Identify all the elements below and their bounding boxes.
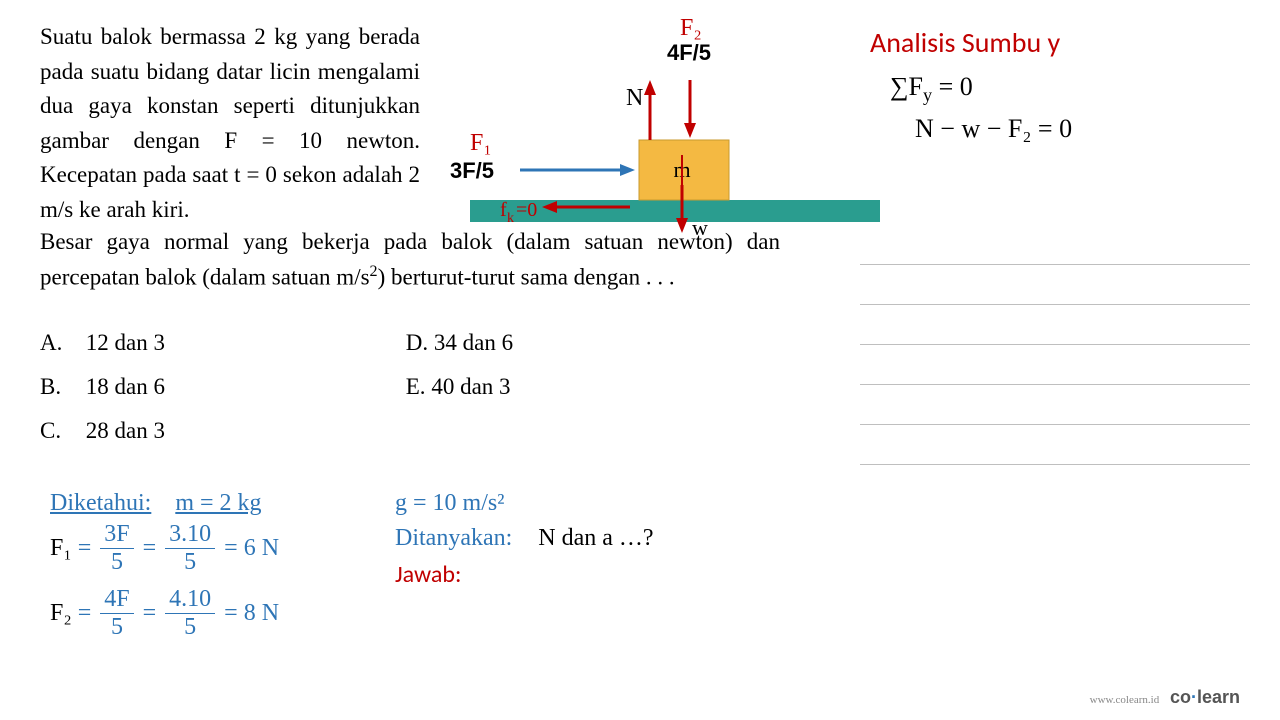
weight-label: w	[692, 215, 708, 240]
f2-var: F₂	[50, 600, 72, 627]
problem-text-2b: ) berturut-turut sama dengan . . .	[378, 264, 675, 289]
f2-arrowhead	[684, 123, 696, 138]
diagram-svg: m N F₂ 4F/5 w F₁ 3F/5 f k	[430, 10, 880, 240]
option-e-text: 40 dan 3	[431, 374, 510, 399]
answer-options: A. 12 dan 3 D. 34 dan 6 B. 18 dan 6 E. 4…	[40, 330, 513, 462]
ruled-lines	[860, 225, 1250, 465]
f1-frac1-num: 3F	[100, 521, 133, 549]
friction-label: f	[500, 199, 507, 221]
f2-label: F₂	[680, 15, 702, 41]
f1-frac2-num: 3.10	[165, 521, 215, 549]
footer: www.colearn.id co·learn	[1090, 687, 1240, 708]
known-title: Diketahui:	[50, 490, 151, 517]
option-c-letter: C.	[40, 418, 80, 444]
f2-frac1-num: 4F	[100, 586, 133, 614]
rule-line	[860, 345, 1250, 385]
f2-frac2-num: 4.10	[165, 586, 215, 614]
eq1-rhs: = 0	[932, 72, 973, 101]
option-a-text: 12 dan 3	[86, 330, 165, 355]
footer-url: www.colearn.id	[1090, 694, 1160, 706]
f2-frac2-den: 5	[165, 614, 215, 641]
free-body-diagram: m N F₂ 4F/5 w F₁ 3F/5 f k	[430, 10, 880, 240]
rule-line	[860, 225, 1250, 265]
option-b-letter: B.	[40, 374, 80, 400]
option-c-text: 28 dan 3	[86, 418, 165, 443]
answer-label: Jawab:	[395, 560, 654, 589]
brand-part2: learn	[1197, 687, 1240, 707]
rule-line	[860, 385, 1250, 425]
analysis-equation-1: ∑Fy = 0	[890, 72, 1230, 106]
f1-frac2-den: 5	[165, 549, 215, 576]
friction-eq: =0	[516, 199, 537, 221]
footer-brand: co·learn	[1170, 687, 1240, 707]
option-d-letter: D.	[406, 330, 428, 355]
f2-equation: F₂ = 4F5 = 4.105 = 8 N	[50, 586, 279, 641]
f1-arrowhead	[620, 164, 635, 176]
option-a-letter: A.	[40, 330, 80, 356]
analysis-title: Analisis Sumbu y	[870, 25, 1230, 60]
f1-equation: F₁ = 3F5 = 3.105 = 6 N	[50, 521, 279, 576]
gravity-value: g = 10 m/s²	[395, 490, 654, 517]
known-section: Diketahui: m = 2 kg F₁ = 3F5 = 3.105 = 6…	[50, 490, 279, 641]
column-2: g = 10 m/s² Ditanyakan: N dan a …? Jawab…	[395, 490, 654, 589]
sigma-symbol: ∑	[890, 72, 909, 101]
f1-var: F₁	[50, 535, 72, 562]
normal-force-arrowhead	[644, 80, 656, 95]
eq1-sub: y	[923, 85, 932, 105]
f1-result: = 6 N	[224, 535, 279, 562]
option-e-letter: E.	[406, 374, 426, 399]
asked-label: Ditanyakan:	[395, 525, 512, 551]
rule-line	[860, 265, 1250, 305]
rule-line	[860, 425, 1250, 465]
problem-paragraph-1: Suatu balok bermassa 2 kg yang berada pa…	[40, 20, 420, 227]
asked-row: Ditanyakan: N dan a …?	[395, 525, 654, 552]
f1-label: F₁	[470, 130, 492, 156]
brand-part1: co	[1170, 687, 1191, 707]
friction-sub: k	[507, 211, 514, 226]
superscript-2: 2	[370, 263, 378, 280]
f2-result: = 8 N	[224, 600, 279, 627]
option-d-text: 34 dan 6	[434, 330, 513, 355]
f2-frac1-den: 5	[100, 614, 133, 641]
asked-value: N dan a …?	[538, 525, 653, 551]
analysis-panel: Analisis Sumbu y ∑Fy = 0 N − w − F₂ = 0	[870, 25, 1230, 144]
f2-value: 4F/5	[667, 40, 711, 65]
f1-frac1-den: 5	[100, 549, 133, 576]
weight-arrowhead	[676, 218, 688, 233]
rule-line	[860, 305, 1250, 345]
eq1-f: F	[909, 72, 923, 101]
analysis-equation-2: N − w − F₂ = 0	[915, 114, 1230, 144]
f1-value: 3F/5	[450, 158, 494, 183]
option-b-text: 18 dan 6	[86, 374, 165, 399]
known-mass: m = 2 kg	[175, 490, 261, 516]
normal-label: N	[626, 85, 643, 111]
